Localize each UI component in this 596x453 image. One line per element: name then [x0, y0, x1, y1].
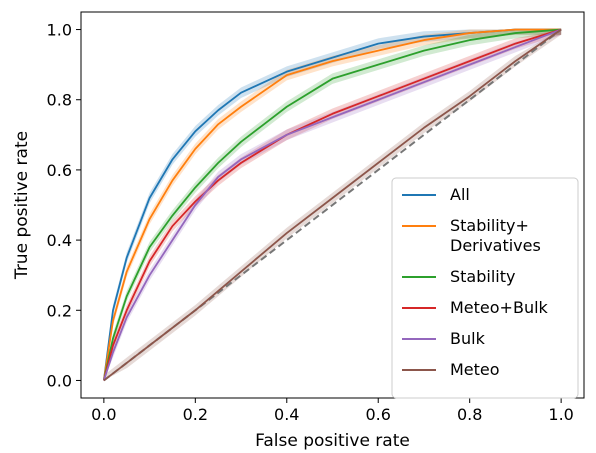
legend-label-stability: Stability: [450, 267, 515, 286]
y-tick-label: 0.0: [47, 371, 72, 390]
x-axis: 0.0 0.2 0.4 0.6 0.8 1.0: [91, 398, 574, 424]
series-line-meteo-bulk: [102, 28, 562, 381]
x-axis-label: False positive rate: [255, 431, 410, 451]
y-tick-label: 0.2: [47, 301, 72, 320]
y-axis-label: True positive rate: [12, 131, 32, 280]
plot-frame: [80, 11, 585, 399]
y-tick-label: 0.4: [47, 231, 72, 250]
legend-label-meteo: Meteo: [450, 360, 500, 379]
x-tick-label: 0.2: [183, 405, 208, 424]
legend: All Stability+ Derivatives Stability Meteo+B…: [391, 177, 579, 399]
legend-label-all: All: [450, 185, 470, 204]
y-tick-label: 0.6: [47, 161, 72, 180]
series-line-stability: [102, 28, 562, 381]
x-tick-label: 0.8: [457, 405, 482, 424]
x-tick-label: 1.0: [548, 405, 573, 424]
y-axis: 0.0 0.2 0.4 0.6 0.8 1.0: [47, 21, 81, 390]
series-line-meteo: [103, 28, 562, 382]
legend-box: [391, 177, 579, 399]
x-tick-label: 0.6: [366, 405, 391, 424]
chance-diagonal-line: [103, 28, 562, 382]
x-tick-label: 0.0: [91, 405, 116, 424]
legend-label-bulk: Bulk: [450, 329, 486, 348]
legend-label-meteo-bulk: Meteo+Bulk: [450, 298, 549, 317]
series-lines: [102, 28, 562, 382]
y-tick-label: 1.0: [47, 21, 72, 40]
y-tick-label: 0.8: [47, 91, 72, 110]
series-line-all: [102, 28, 562, 381]
series-line-bulk: [103, 28, 562, 381]
legend-label-stability-derivatives: Stability+ Derivatives: [450, 216, 541, 255]
x-tick-label: 0.4: [274, 405, 299, 424]
series-line-stability-derivatives: [102, 28, 562, 381]
